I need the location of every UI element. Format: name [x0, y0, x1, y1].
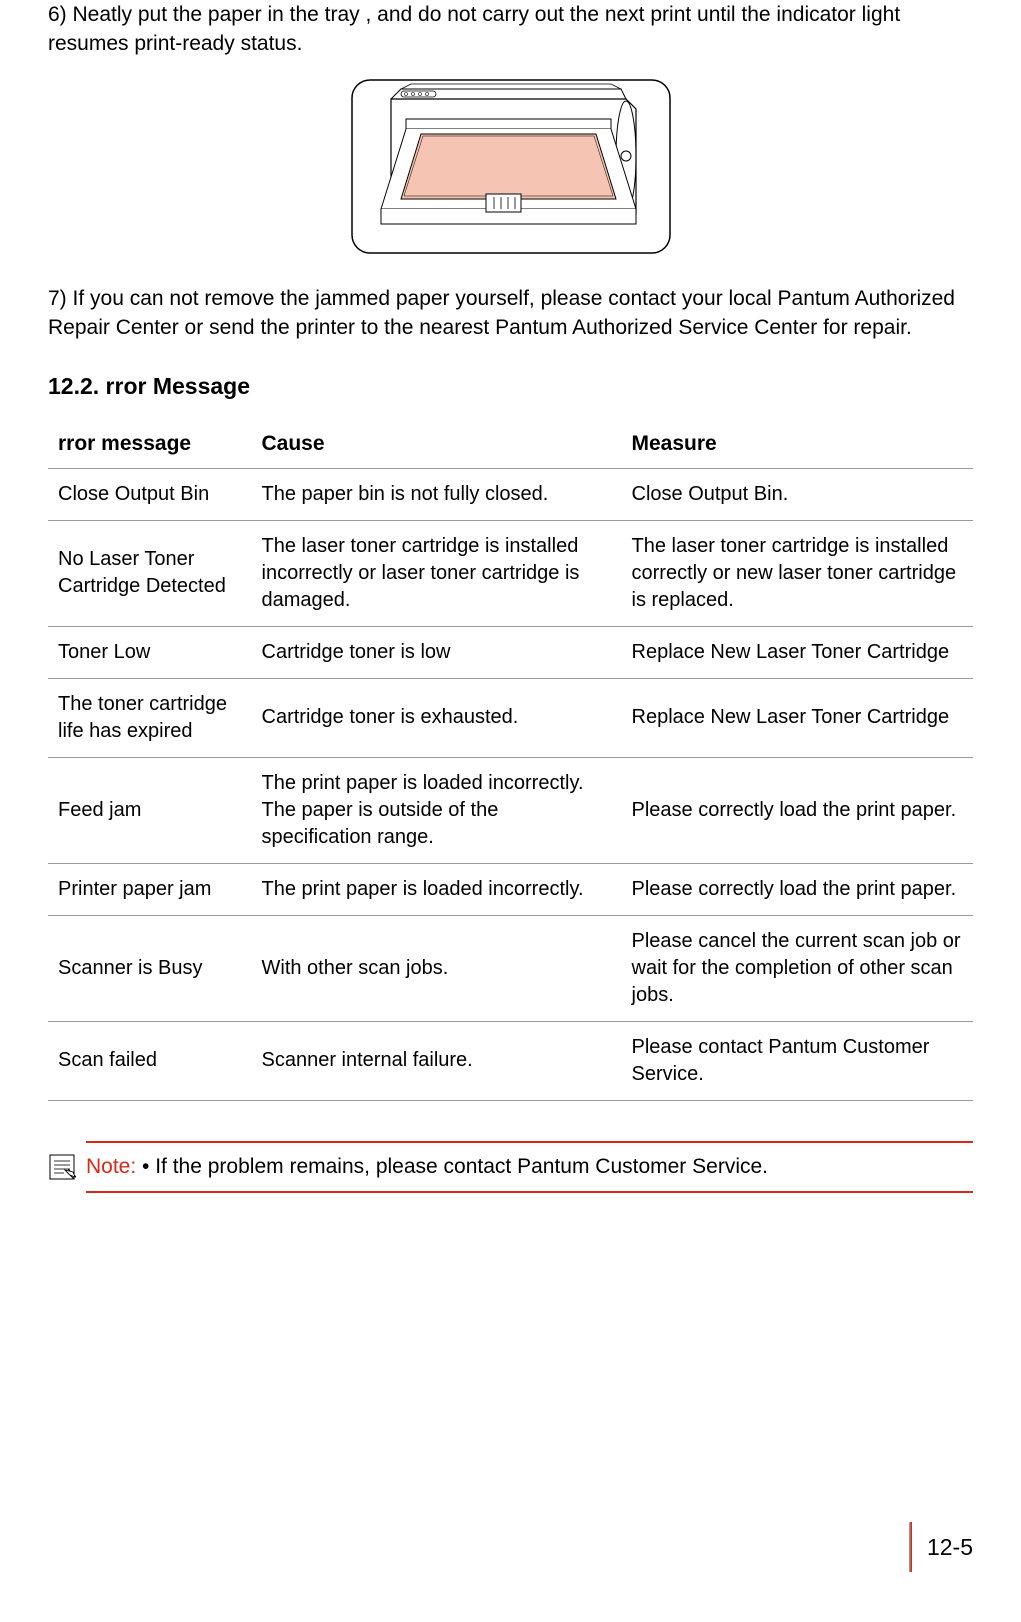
- table-row: Feed jamThe print paper is loaded incorr…: [48, 757, 973, 863]
- table-row: The toner cartridge life has expiredCart…: [48, 678, 973, 757]
- page-footer: 12-5: [909, 1522, 973, 1572]
- table-row: Close Output BinThe paper bin is not ful…: [48, 468, 973, 520]
- footer-divider: [909, 1522, 912, 1572]
- table-cell-cause: Scanner internal failure.: [252, 1021, 622, 1100]
- table-cell-measure: Please cancel the current scan job or wa…: [622, 915, 974, 1021]
- table-cell-error: No Laser Toner Cartridge Detected: [48, 520, 252, 626]
- error-message-table: rror message Cause Measure Close Output …: [48, 420, 973, 1101]
- table-cell-error: Scanner is Busy: [48, 915, 252, 1021]
- header-cause: Cause: [252, 420, 622, 469]
- printer-tray-icon: [351, 79, 671, 254]
- table-cell-measure: Please correctly load the print paper.: [622, 757, 974, 863]
- table-cell-cause: The print paper is loaded incorrectly. T…: [252, 757, 622, 863]
- table-cell-measure: Replace New Laser Toner Cartridge: [622, 678, 974, 757]
- table-cell-error: Toner Low: [48, 626, 252, 678]
- table-cell-error: Feed jam: [48, 757, 252, 863]
- table-cell-error: Scan failed: [48, 1021, 252, 1100]
- table-row: Scan failedScanner internal failure.Plea…: [48, 1021, 973, 1100]
- header-error: rror message: [48, 420, 252, 469]
- note-label: Note:: [86, 1155, 136, 1178]
- note-icon: [48, 1153, 76, 1186]
- table-row: Toner LowCartridge toner is lowReplace N…: [48, 626, 973, 678]
- table-cell-cause: With other scan jobs.: [252, 915, 622, 1021]
- table-cell-cause: Cartridge toner is exhausted.: [252, 678, 622, 757]
- table-row: No Laser Toner Cartridge DetectedThe las…: [48, 520, 973, 626]
- printer-illustration: [48, 79, 973, 254]
- table-row: Printer paper jamThe print paper is load…: [48, 863, 973, 915]
- table-header-row: rror message Cause Measure: [48, 420, 973, 469]
- table-cell-error: Printer paper jam: [48, 863, 252, 915]
- table-cell-cause: The print paper is loaded incorrectly.: [252, 863, 622, 915]
- table-cell-cause: Cartridge toner is low: [252, 626, 622, 678]
- table-cell-measure: Please contact Pantum Customer Service.: [622, 1021, 974, 1100]
- table-cell-measure: Close Output Bin.: [622, 468, 974, 520]
- table-cell-cause: The laser toner cartridge is installed i…: [252, 520, 622, 626]
- step-6-text: 6) Neatly put the paper in the tray , an…: [48, 0, 973, 59]
- page-number: 12-5: [927, 1534, 973, 1561]
- note-content: Note: • If the problem remains, please c…: [86, 1141, 973, 1193]
- table-cell-measure: Please correctly load the print paper.: [622, 863, 974, 915]
- header-measure: Measure: [622, 420, 974, 469]
- table-cell-error: Close Output Bin: [48, 468, 252, 520]
- table-cell-error: The toner cartridge life has expired: [48, 678, 252, 757]
- table-cell-measure: The laser toner cartridge is installed c…: [622, 520, 974, 626]
- section-heading: 12.2. rror Message: [48, 373, 973, 400]
- step-7-text: 7) If you can not remove the jammed pape…: [48, 284, 973, 343]
- table-cell-cause: The paper bin is not fully closed.: [252, 468, 622, 520]
- table-row: Scanner is BusyWith other scan jobs.Plea…: [48, 915, 973, 1021]
- note-block: Note: • If the problem remains, please c…: [48, 1141, 973, 1193]
- table-cell-measure: Replace New Laser Toner Cartridge: [622, 626, 974, 678]
- note-text: • If the problem remains, please contact…: [136, 1155, 768, 1178]
